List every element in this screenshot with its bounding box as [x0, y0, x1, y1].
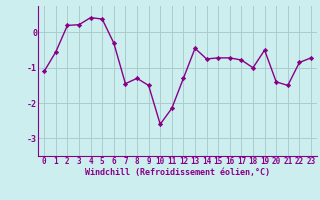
X-axis label: Windchill (Refroidissement éolien,°C): Windchill (Refroidissement éolien,°C) — [85, 168, 270, 177]
